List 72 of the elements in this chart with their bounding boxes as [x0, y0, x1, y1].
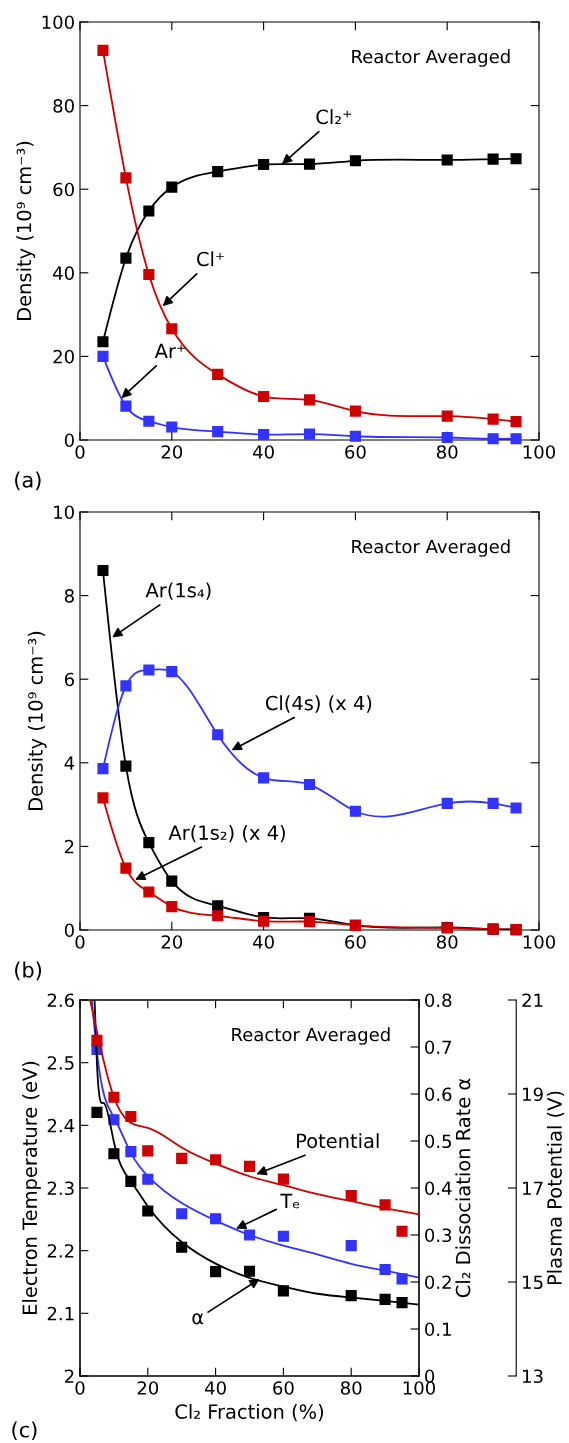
y2-tick-label: 0.1 — [425, 1322, 451, 1337]
y-tick-label: 0 — [64, 923, 74, 938]
y3-tick-label: 17 — [523, 1181, 543, 1195]
annotation: Potential — [297, 1133, 379, 1149]
annotation: Ar(1s₂) (x 4) — [168, 824, 285, 843]
annotation: Ar⁺ — [154, 343, 185, 359]
x-tick-label: 80 — [436, 935, 458, 949]
annotation: Reactor Averaged — [352, 539, 510, 557]
x-tick-label: 40 — [205, 1381, 226, 1395]
annotation: α — [192, 1313, 204, 1325]
y-tick-label: 60 — [53, 182, 74, 197]
y-tick-label: 2.5 — [47, 1056, 74, 1070]
x-tick-label: 60 — [273, 1381, 294, 1395]
x-tick-label: 20 — [137, 1381, 159, 1395]
y-axis-title: Electron Temperature (eV) — [22, 1061, 41, 1314]
y3-tick-label: 13 — [523, 1369, 543, 1384]
y3-tick-label: 19 — [523, 1087, 543, 1102]
annotation: Tₑ — [280, 1193, 300, 1209]
x-tick-label: 40 — [253, 445, 274, 459]
annotation: Ar(1s₄) — [145, 582, 211, 600]
y-tick-label: 8 — [64, 589, 74, 603]
y-tick-label: 4 — [64, 756, 75, 770]
x-tick-label: 100 — [523, 935, 556, 949]
x-tick-label: 20 — [161, 935, 183, 949]
y-tick-label: 2.3 — [47, 1181, 74, 1196]
y-tick-label: 2 — [64, 839, 74, 854]
annotation: Cl⁺ — [197, 251, 224, 267]
x-tick-label: 0 — [75, 1381, 85, 1395]
y2-tick-label: 0 — [425, 1369, 435, 1384]
x-tick-label: 100 — [523, 445, 556, 459]
annotation: Cl₂⁺ — [316, 109, 352, 125]
x-tick-label: 60 — [345, 445, 366, 459]
text: (a) — [15, 471, 41, 491]
x-tick-label: 100 — [403, 1381, 436, 1395]
x-tick-label: 0 — [75, 445, 85, 459]
y-tick-label: 2.4 — [47, 1118, 75, 1133]
y-tick-label: 6 — [64, 672, 74, 687]
y-tick-label: 100 — [42, 15, 74, 30]
y2-tick-label: 0.5 — [425, 1134, 451, 1149]
annotation: Cl(4s) (x 4) — [265, 695, 372, 713]
y3-tick-label: 15 — [523, 1275, 543, 1290]
x-axis-title: Cl₂ Fraction (%) — [175, 1403, 324, 1422]
x-tick-label: 40 — [253, 935, 274, 949]
y-tick-label: 0 — [64, 433, 74, 448]
y2-tick-label: 0.7 — [425, 1040, 452, 1055]
y-tick-label: 10 — [54, 505, 74, 520]
y2-axis-title: Cl₂ Dissociation Rate α — [455, 1078, 471, 1298]
y-tick-label: 2.1 — [47, 1306, 74, 1321]
y-tick-label: 20 — [53, 349, 74, 364]
y2-tick-label: 0.4 — [425, 1181, 452, 1196]
y-tick-label: 2 — [64, 1369, 74, 1383]
annotation: Reactor Averaged — [232, 1027, 390, 1045]
x-tick-label: 60 — [345, 935, 366, 949]
y3-tick-label: 21 — [522, 993, 543, 1007]
y-tick-label: 2.2 — [47, 1244, 74, 1258]
x-tick-label: 80 — [436, 445, 458, 459]
x-tick-label: 0 — [75, 935, 85, 949]
y-tick-label: 2.6 — [47, 993, 74, 1008]
text: (b) — [15, 961, 42, 981]
x-tick-label: 80 — [340, 1381, 362, 1395]
y2-tick-label: 0.2 — [425, 1275, 451, 1290]
annotation: Reactor Averaged — [352, 49, 510, 67]
y-axis-title: Density (10⁹ cm⁻³) — [16, 141, 36, 320]
y-tick-label: 80 — [53, 99, 74, 113]
text: (c) — [12, 1421, 37, 1441]
y2-tick-label: 0.8 — [425, 993, 452, 1008]
y2-tick-label: 0.3 — [425, 1228, 452, 1243]
y-tick-label: 40 — [53, 266, 74, 280]
y3-axis-title: Plasma Potential (V) — [546, 1091, 565, 1285]
y-axis-title: Density (10⁹ cm⁻³) — [27, 631, 47, 810]
y2-tick-label: 0.6 — [425, 1087, 452, 1102]
x-tick-label: 20 — [161, 445, 183, 459]
